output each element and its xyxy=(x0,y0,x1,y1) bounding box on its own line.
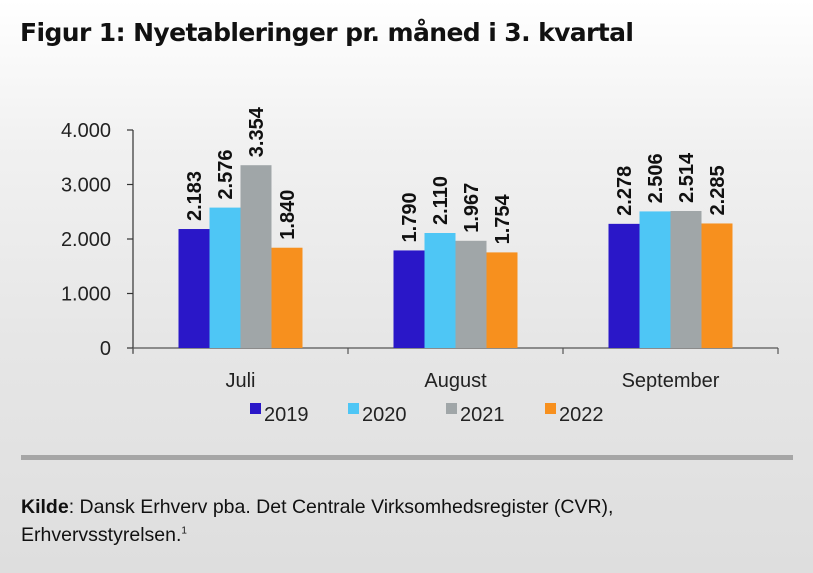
bar-2019-juli xyxy=(178,229,210,348)
source-label: Kilde xyxy=(21,496,69,518)
data-label: 1.840 xyxy=(277,190,299,240)
bar-2020-september xyxy=(639,211,671,348)
legend-swatch-2020 xyxy=(348,403,359,414)
data-label: 1.754 xyxy=(492,193,514,244)
bar-2020-august xyxy=(424,233,456,348)
data-label: 2.576 xyxy=(215,150,237,200)
source-text-2: Erhvervsstyrelsen. xyxy=(21,524,182,546)
bar-2019-august xyxy=(393,250,425,348)
source-note: Kilde: Dansk Erhverv pba. Det Centrale V… xyxy=(21,493,781,549)
legend-label-2020: 2020 xyxy=(362,404,407,426)
legend: 2019 2020 2021 2022 xyxy=(250,403,604,426)
bars xyxy=(178,165,733,348)
bar-chart: 0 1.000 2.000 3.000 4.000 Juli August September… xyxy=(61,106,779,426)
data-label: 1.790 xyxy=(399,192,421,242)
bar-2021-august xyxy=(455,240,487,348)
bar-2021-juli xyxy=(240,165,272,348)
legend-label-2021: 2021 xyxy=(460,404,505,426)
y-tick-label: 3.000 xyxy=(61,175,111,197)
y-tick-label: 4.000 xyxy=(61,120,111,142)
y-tick-label: 1.000 xyxy=(61,284,111,306)
bar-2022-juli xyxy=(271,247,303,348)
bar-2019-september xyxy=(608,223,640,348)
x-category-label: Juli xyxy=(225,370,255,392)
x-category-label: September xyxy=(622,370,720,392)
y-tick-label: 2.000 xyxy=(61,229,111,251)
bar-2020-juli xyxy=(209,207,241,348)
data-label: 2.514 xyxy=(676,152,698,203)
data-labels: 2.183 2.576 3.354 1.840 1.790 2.110 1.967 1.754… xyxy=(184,106,729,244)
x-category-label: August xyxy=(424,370,487,392)
source-text: : Dansk Erhverv pba. Det Centrale Virkso… xyxy=(68,496,614,518)
bar-2021-september xyxy=(670,210,702,348)
y-tick-label: 0 xyxy=(100,338,111,360)
legend-swatch-2019 xyxy=(250,403,261,414)
footnote-marker: 1 xyxy=(181,525,187,537)
data-label: 2.506 xyxy=(645,153,667,203)
data-label: 2.183 xyxy=(184,171,206,221)
data-label: 2.110 xyxy=(430,176,452,225)
bar-2022-september xyxy=(701,223,733,348)
data-label: 2.278 xyxy=(614,166,636,216)
divider xyxy=(21,455,793,460)
data-label: 3.354 xyxy=(246,106,268,157)
legend-swatch-2022 xyxy=(545,403,556,414)
data-label: 2.285 xyxy=(707,165,729,215)
legend-label-2019: 2019 xyxy=(264,404,309,426)
legend-swatch-2021 xyxy=(446,403,457,414)
chart-title: Figur 1: Nyetableringer pr. måned i 3. k… xyxy=(20,18,634,47)
legend-label-2022: 2022 xyxy=(559,404,604,426)
data-label: 1.967 xyxy=(461,183,483,233)
bar-2022-august xyxy=(486,252,518,348)
